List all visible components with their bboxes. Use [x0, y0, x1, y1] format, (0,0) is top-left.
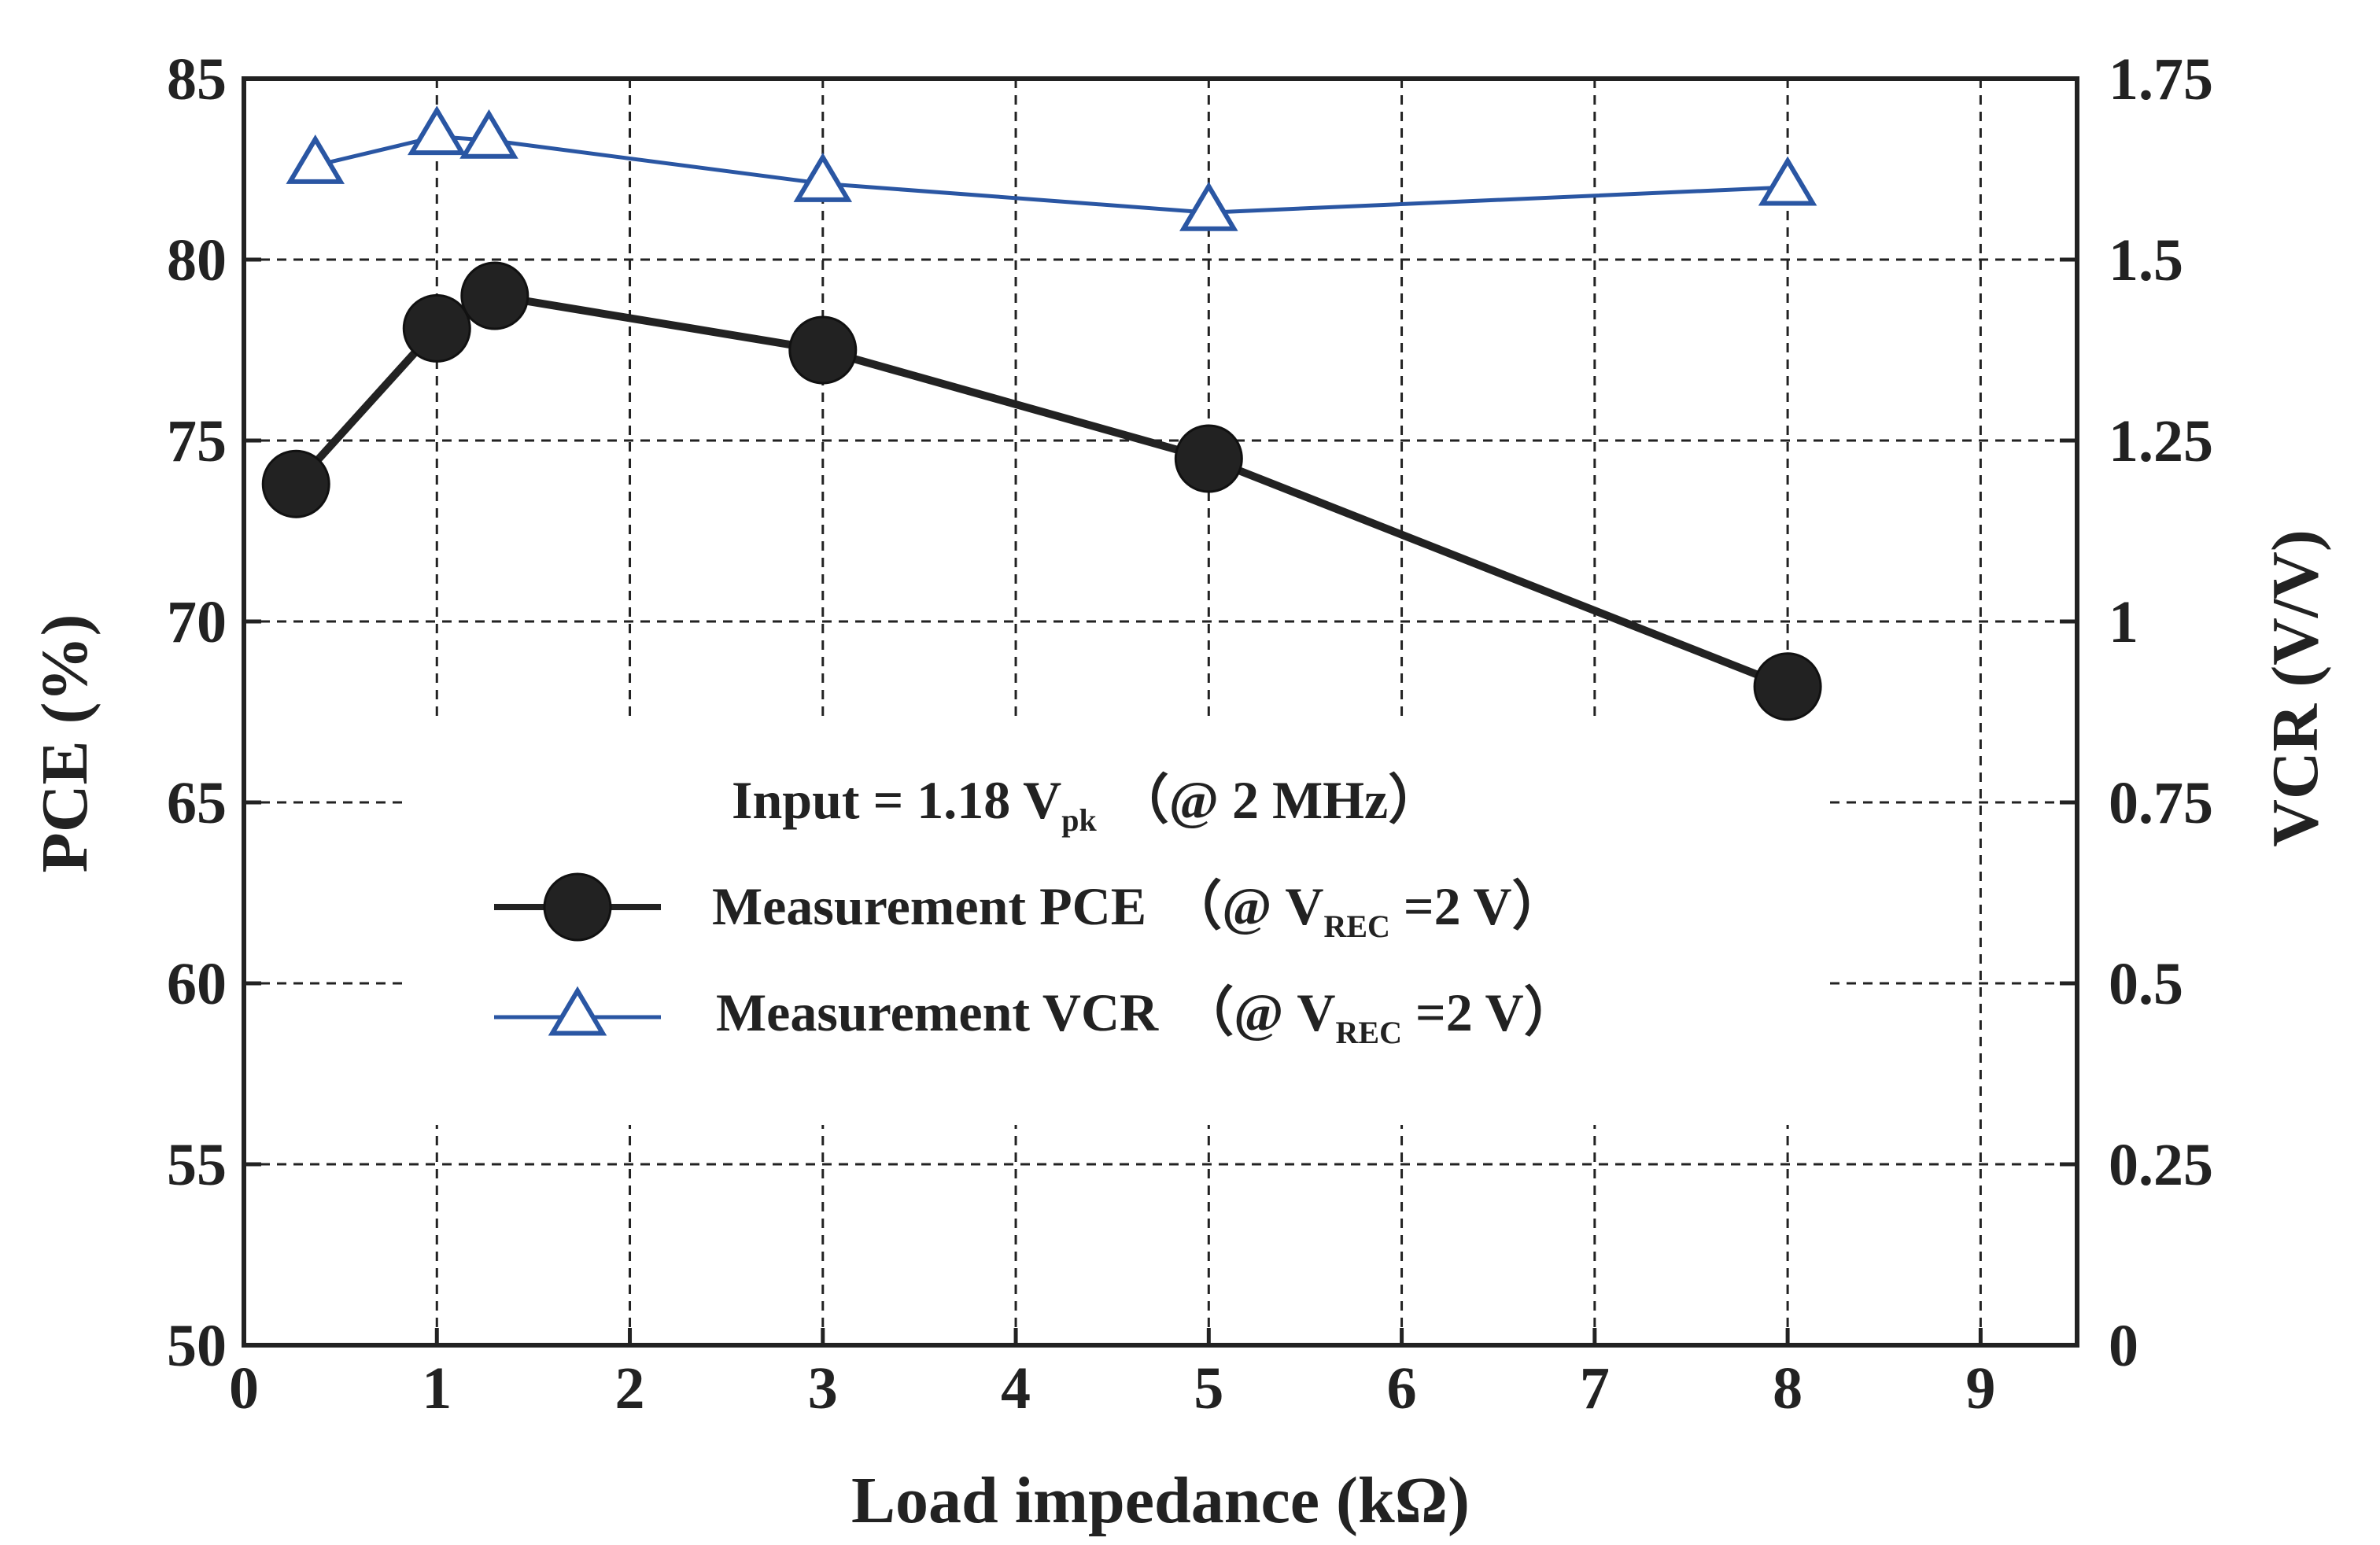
y-left-tick-label: 80: [167, 227, 227, 293]
y-left-tick-label: 50: [167, 1313, 227, 1379]
data-point-vcr: [459, 109, 518, 159]
x-tick-label: 4: [1001, 1355, 1031, 1421]
axis-ticks: 0 1 2 3 4 5 6 7 8 9 50 55 60 65 70 75 80 85 0 0.25 0.5 0.75 1 1…: [167, 46, 2213, 1421]
data-point-pce: [261, 449, 330, 518]
legend-vcr-condition-prefix: （@ V: [1180, 983, 1335, 1042]
legend-pce-condition-prefix: （@ V: [1168, 876, 1323, 936]
data-point-pce: [1174, 424, 1243, 493]
legend-swatch-vcr: [494, 986, 661, 1036]
data-point-vcr: [407, 105, 467, 156]
data-point-vcr: [1758, 156, 1817, 206]
legend-marker-pce: [543, 872, 612, 942]
y-right-tick-label: 1: [2109, 589, 2138, 655]
x-tick-label: 1: [422, 1355, 452, 1421]
legend-vcr-label: Measurement VCR: [716, 983, 1159, 1042]
y-left-tick-label: 65: [167, 770, 227, 836]
x-tick-label: 5: [1194, 1355, 1223, 1421]
y-right-axis-title: VCR (V/V): [2259, 529, 2332, 847]
data-point-vcr: [793, 153, 853, 202]
legend-entry-pce: Measurement PCE （@ VREC =2 V）: [712, 876, 1566, 944]
series-layer: [261, 105, 1822, 721]
legend-vcr-condition-sub: REC: [1336, 1015, 1402, 1050]
y-left-tick-label: 60: [167, 951, 227, 1017]
legend-pce-condition-sub: REC: [1323, 909, 1389, 944]
series-vcr: [286, 105, 1817, 231]
legend-header-suffix: （@ 2 MHz）: [1116, 770, 1442, 830]
legend-header: Input = 1.18 Vpk （@ 2 MHz）: [732, 770, 1441, 838]
data-point-pce: [1753, 652, 1822, 721]
y-right-tick-label: 0.5: [2109, 951, 2183, 1017]
series-line-pce: [293, 292, 1789, 691]
legend: Input = 1.18 Vpk （@ 2 MHz） Measurement PC…: [494, 770, 1577, 1050]
y-left-tick-label: 55: [167, 1132, 227, 1198]
y-right-tick-label: 0.25: [2109, 1132, 2213, 1198]
legend-entry-vcr: Measurement VCR （@ VREC =2 V）: [716, 983, 1577, 1050]
legend-marker-vcr: [548, 986, 607, 1036]
y-right-tick-label: 1.75: [2109, 46, 2213, 112]
legend-pce-condition-suffix: =2 V）: [1390, 876, 1566, 936]
plot-frame: [242, 76, 2079, 1348]
x-tick-label: 9: [1965, 1355, 1995, 1421]
legend-background: [409, 716, 1825, 1125]
data-point-pce: [788, 315, 858, 385]
y-left-axis-title: PCE (%): [28, 614, 101, 873]
x-tick-label: 2: [615, 1355, 645, 1421]
y-left-tick-label: 75: [167, 408, 227, 474]
legend-vcr-condition-suffix: =2 V）: [1402, 983, 1577, 1042]
x-tick-label: 0: [229, 1355, 259, 1421]
legend-header-sub: pk: [1061, 802, 1097, 838]
data-point-pce: [460, 261, 530, 330]
y-left-tick-label: 85: [167, 46, 227, 112]
y-right-tick-label: 0: [2109, 1313, 2138, 1379]
x-tick-label: 8: [1773, 1355, 1803, 1421]
x-axis-title: Load impedance (kΩ): [851, 1464, 1470, 1537]
x-tick-label: 6: [1387, 1355, 1417, 1421]
x-tick-label: 3: [808, 1355, 838, 1421]
series-line-vcr: [315, 135, 1788, 215]
data-point-vcr: [1179, 181, 1238, 231]
legend-header-prefix: Input = 1.18 V: [732, 770, 1061, 830]
data-point-vcr: [286, 135, 345, 184]
legend-box: [409, 716, 1825, 1125]
y-right-tick-label: 1.25: [2109, 408, 2213, 474]
y-left-tick-label: 70: [167, 589, 227, 655]
y-right-tick-label: 0.75: [2109, 770, 2213, 836]
y-right-tick-label: 1.5: [2109, 227, 2183, 293]
legend-pce-label: Measurement PCE: [712, 876, 1146, 936]
legend-swatch-pce: [494, 872, 661, 942]
x-tick-label: 7: [1580, 1355, 1610, 1421]
series-pce: [261, 261, 1822, 721]
data-point-pce: [402, 293, 471, 363]
